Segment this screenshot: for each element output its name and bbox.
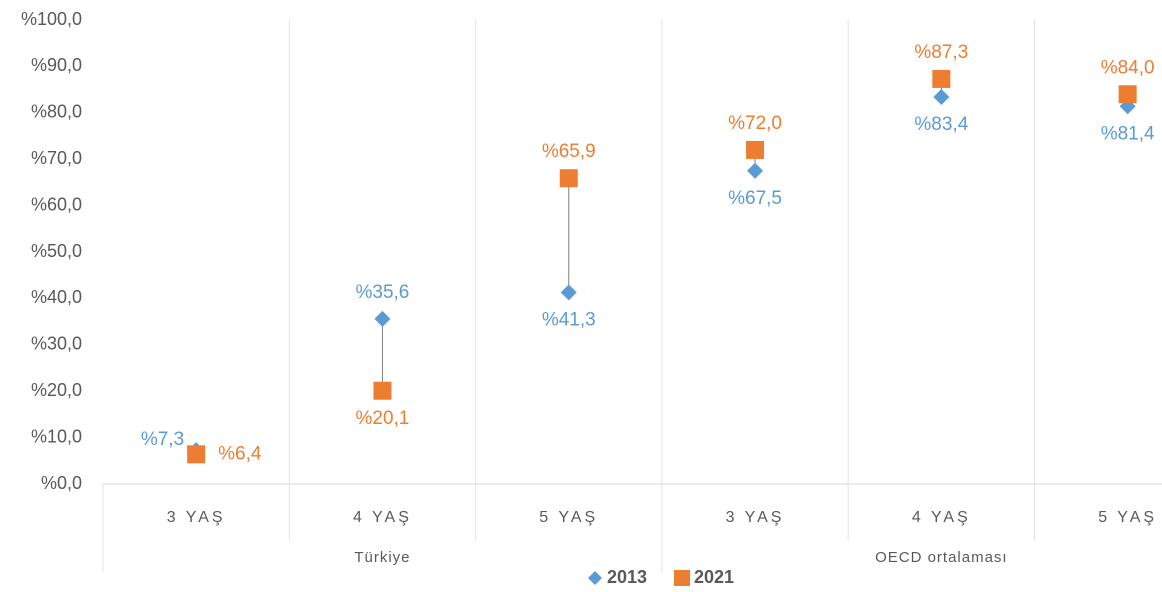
marker-2021 [1118, 85, 1137, 104]
y-tick-label: %30,0 [31, 334, 82, 354]
data-label: %6,4 [218, 443, 262, 464]
group-label: OECD ortalaması [875, 549, 1008, 566]
data-label: %81,4 [1101, 123, 1155, 144]
data-label: %41,3 [542, 309, 596, 330]
marker-2021 [932, 69, 951, 88]
data-label: %87,3 [914, 42, 968, 63]
y-tick-label: %10,0 [31, 426, 82, 446]
marker-2013 [933, 89, 950, 106]
x-tick-label: 4 YAŞ [912, 509, 971, 526]
y-tick-label: %100,0 [21, 9, 82, 29]
x-tick-label: 5 YAŞ [539, 509, 598, 526]
group-label: Türkiye [354, 549, 410, 566]
marker-2013 [747, 162, 764, 179]
y-tick-label: %0,0 [41, 473, 82, 493]
x-tick-label: 5 YAŞ [1098, 509, 1157, 526]
x-tick-label: 3 YAŞ [726, 509, 785, 526]
y-tick-label: %60,0 [31, 194, 82, 214]
data-label: %7,3 [141, 429, 184, 450]
marker-2021 [559, 169, 578, 188]
y-tick-label: %80,0 [31, 102, 82, 122]
data-label: %20,1 [356, 408, 410, 429]
marker-2021 [373, 381, 392, 400]
marker-2021 [746, 140, 765, 159]
y-tick-label: %40,0 [31, 287, 82, 307]
y-tick-label: %70,0 [31, 148, 82, 168]
data-label: %83,4 [914, 114, 968, 135]
legend-label: 2021 [694, 567, 734, 587]
x-tick-label: 4 YAŞ [353, 509, 412, 526]
marker-2013 [374, 310, 391, 327]
legend-label: 2013 [607, 567, 647, 587]
data-label: %65,9 [542, 141, 596, 162]
marker-2013 [560, 284, 577, 301]
data-label: %35,6 [356, 282, 410, 303]
y-tick-label: %50,0 [31, 241, 82, 261]
legend-marker [588, 571, 602, 585]
y-tick-label: %20,0 [31, 380, 82, 400]
marker-2021 [187, 445, 206, 464]
data-label: %67,5 [728, 188, 782, 209]
x-tick-label: 3 YAŞ [167, 509, 226, 526]
data-label: %72,0 [728, 113, 782, 134]
data-label: %84,0 [1101, 57, 1155, 78]
y-tick-label: %90,0 [31, 55, 82, 75]
legend-marker [674, 570, 690, 586]
